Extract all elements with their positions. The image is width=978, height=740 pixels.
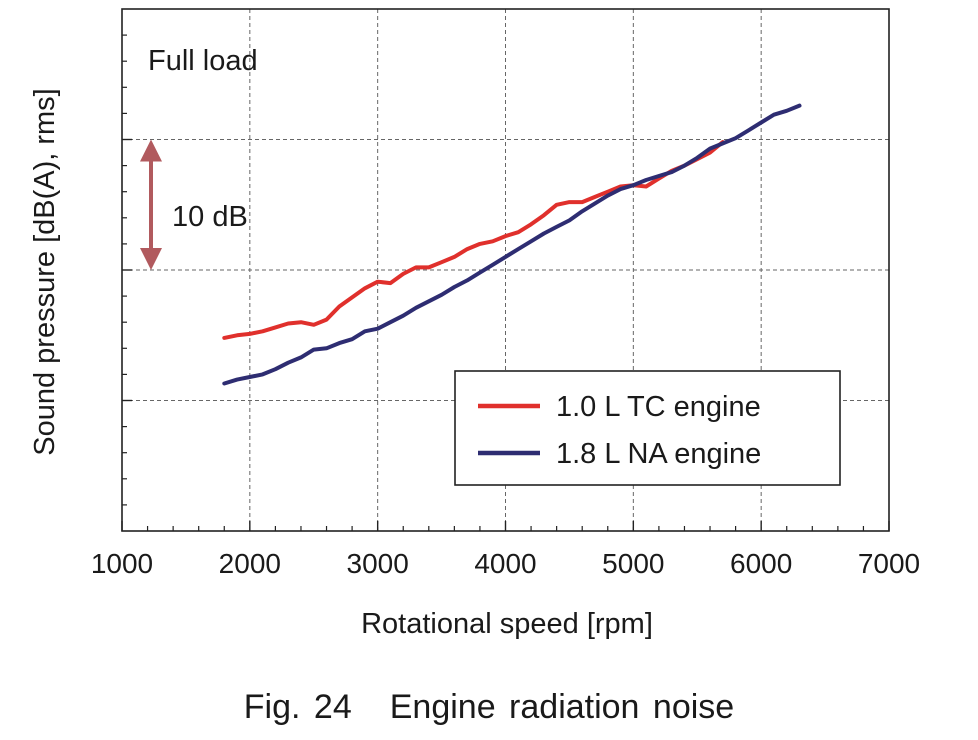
- x-tick-label-7000: 7000: [858, 548, 920, 579]
- scale-bar: 10 dB: [140, 139, 248, 270]
- legend-box: [454, 370, 841, 486]
- x-tick-label-5000: 5000: [602, 548, 664, 579]
- legend-label-tc: 1.0 L TC engine: [556, 391, 761, 423]
- figure-title: Engine radiation noise: [389, 688, 735, 726]
- y-axis-title: Sound pressure [dB(A), rms]: [29, 88, 61, 455]
- chart-figure: 1000 2000 3000 4000 5000 6000 7000 Full load 1…: [29, 8, 920, 640]
- x-tick-label-1000: 1000: [91, 548, 153, 579]
- scale-bar-arrow-up: [140, 139, 162, 162]
- x-tick-label-3000: 3000: [347, 548, 409, 579]
- scale-bar-arrow-down: [140, 248, 162, 270]
- series-line-tc: [222, 140, 725, 340]
- figure-number: Fig. 24: [243, 688, 352, 726]
- x-tick-labels: 1000 2000 3000 4000 5000 6000 7000: [91, 548, 920, 579]
- x-tick-label-4000: 4000: [474, 548, 536, 579]
- x-tick-label-2000: 2000: [219, 548, 281, 579]
- axis-ticks: [121, 34, 890, 531]
- figure-caption: Fig. 24 Engine radiation noise: [0, 688, 978, 727]
- legend-label-na: 1.8 L NA engine: [556, 438, 761, 470]
- scale-bar-label: 10 dB: [172, 201, 248, 233]
- condition-label: Full load: [148, 45, 258, 77]
- series-lines: [222, 103, 802, 386]
- legend: 1.0 L TC engine 1.8 L NA engine: [454, 370, 841, 486]
- series-line-na: [222, 103, 802, 386]
- x-axis-title: Rotational speed [rpm]: [361, 608, 653, 640]
- x-tick-label-6000: 6000: [730, 548, 792, 579]
